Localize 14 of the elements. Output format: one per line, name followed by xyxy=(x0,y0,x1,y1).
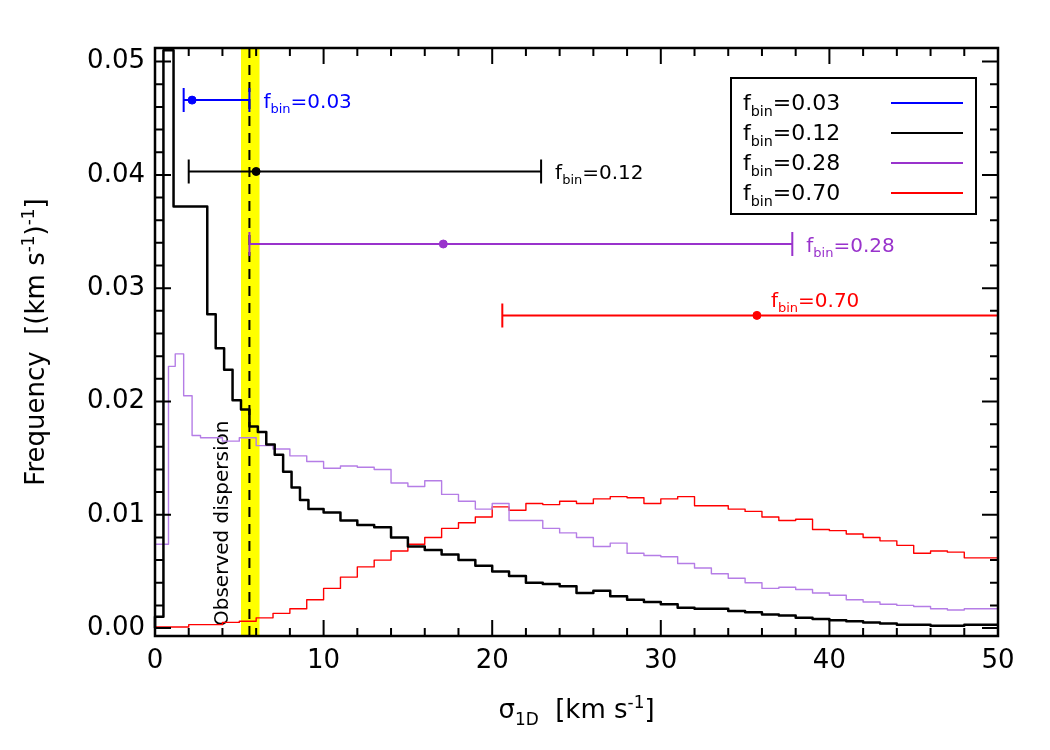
y-tick-label: 0.00 xyxy=(87,610,145,641)
band-label: Observed dispersion xyxy=(209,420,234,626)
x-tick-label: 50 xyxy=(981,643,1015,674)
y-tick-label: 0.05 xyxy=(87,44,145,75)
x-tick-label: 10 xyxy=(307,643,341,674)
x-tick-label: 40 xyxy=(812,643,846,674)
x-tick-label: 20 xyxy=(475,643,509,674)
y-tick-label: 0.01 xyxy=(87,497,145,528)
y-axis-title: Frequency [(km s-1)-1] xyxy=(17,198,50,486)
y-tick-label: 0.02 xyxy=(87,384,145,415)
y-tick-label: 0.04 xyxy=(87,157,145,188)
y-tick-label: 0.03 xyxy=(87,270,145,301)
x-tick-label: 0 xyxy=(146,643,164,674)
x-tick-label: 30 xyxy=(644,643,678,674)
